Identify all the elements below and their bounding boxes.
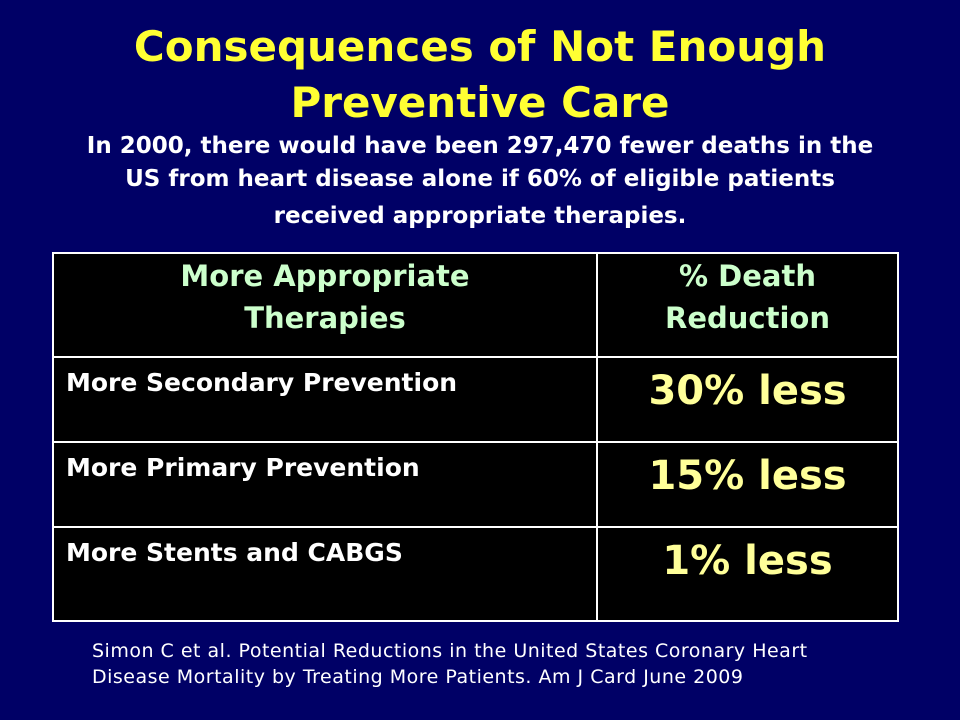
subtitle: US from heart disease alone if 60% of el… xyxy=(125,166,835,192)
text: More Appropriate xyxy=(180,259,470,293)
cell: More Stents and CABGS xyxy=(52,526,598,622)
header-cell: % Death Reduction xyxy=(596,252,899,358)
header-cell: More Appropriate Therapies xyxy=(52,252,598,358)
citation: Disease Mortality by Treating More Patie… xyxy=(92,666,744,688)
title: Preventive Care xyxy=(290,78,670,127)
cell: 30% less xyxy=(596,356,899,443)
citation: Simon C et al. Potential Reductions in t… xyxy=(92,640,808,662)
cell: 1% less xyxy=(596,526,899,622)
cell: More Primary Prevention xyxy=(52,441,598,528)
text: Reduction xyxy=(665,301,830,335)
cell: More Secondary Prevention xyxy=(52,356,598,443)
text: Therapies xyxy=(244,301,406,335)
title: Consequences of Not Enough xyxy=(133,22,827,71)
cell: 15% less xyxy=(596,441,899,528)
subtitle: received appropriate therapies. xyxy=(273,203,687,229)
table: More Appropriate Therapies % Death Reducti… xyxy=(52,252,899,622)
text: % Death xyxy=(679,259,816,293)
subtitle: In 2000, there would have been 297,470 f… xyxy=(86,133,874,159)
